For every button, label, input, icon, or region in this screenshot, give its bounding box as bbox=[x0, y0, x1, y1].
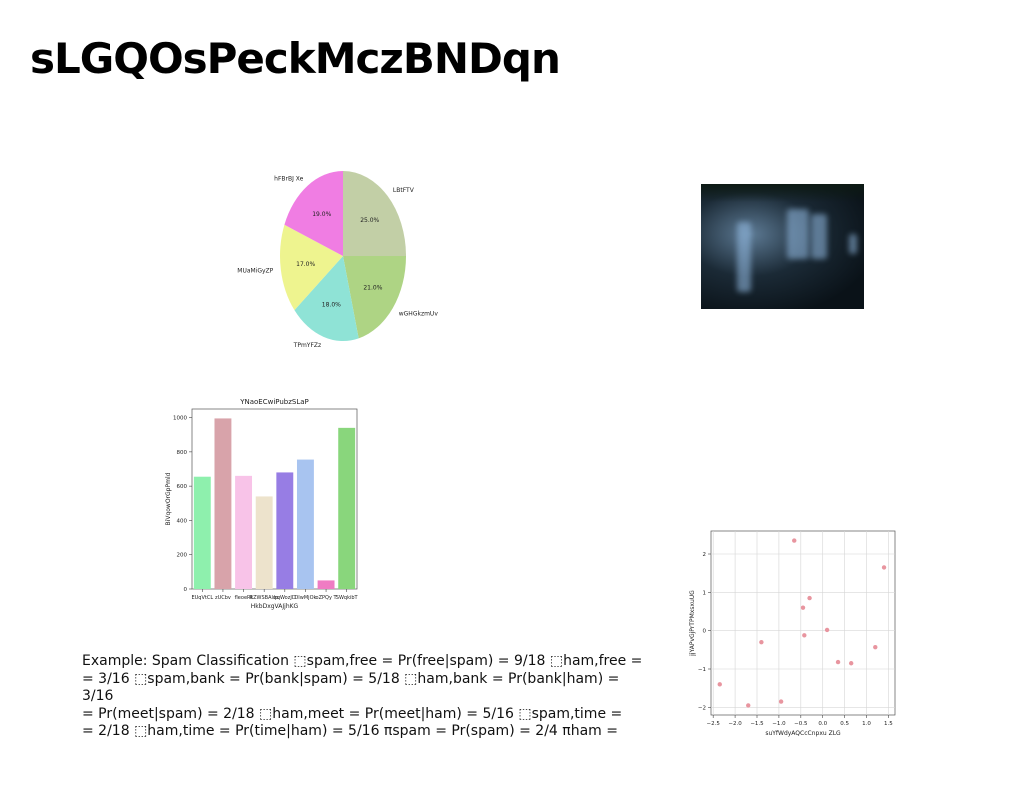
pie-slice-percent: 25.0% bbox=[360, 217, 379, 224]
pie-slice-percent: 19.0% bbox=[312, 211, 331, 218]
bar-chart-frame bbox=[191, 408, 358, 590]
scatter-point bbox=[759, 639, 764, 645]
bar-category-label: fleoeRt bbox=[235, 595, 253, 601]
pie-slice-label: hFBrBJ Xe bbox=[274, 176, 303, 183]
scatter-point bbox=[800, 605, 806, 610]
bar bbox=[193, 476, 211, 589]
bar-y-tick-label: 400 bbox=[177, 518, 188, 524]
scatter-point bbox=[717, 682, 722, 687]
scatter-point bbox=[835, 659, 841, 665]
scatter-x-tick-label: −2.5 bbox=[707, 721, 721, 727]
pie-chart: 25.0% LBtFTV 21.0% wGHGkzmUv 18.0% TPmYFZz 17.… bbox=[237, 171, 439, 349]
scatter-x-tick-label: −1.0 bbox=[772, 721, 786, 727]
pie-slice bbox=[343, 171, 406, 256]
bar-category-label: DIwMjOk bbox=[294, 595, 316, 601]
photo-image bbox=[701, 184, 864, 309]
bar bbox=[255, 496, 273, 589]
bar bbox=[235, 475, 253, 589]
slide-title: sLGQOsPeckMczBNDqn bbox=[30, 34, 561, 83]
bar-category-label: kqWozJD bbox=[274, 595, 296, 601]
pie-slice-label: MUaMiGyZP bbox=[237, 268, 273, 275]
pie-slice-label: LBtFTV bbox=[393, 187, 415, 194]
scatter-point bbox=[807, 595, 812, 601]
scatter-x-tick-label: 0.0 bbox=[818, 721, 827, 727]
bar-category-label: RZWSBAlqs bbox=[250, 595, 279, 601]
pie-slice-percent: 17.0% bbox=[296, 261, 315, 268]
bar-y-tick-label: 800 bbox=[177, 450, 188, 456]
scatter-point bbox=[802, 633, 807, 638]
bar-chart: YNaoECwiPubzSLaP 0 200 400 600 800 1000 EUqVtCL… bbox=[165, 398, 359, 610]
bar-category-label: SWqkibT bbox=[336, 595, 359, 601]
pie-slice-percent: 18.0% bbox=[322, 302, 341, 309]
pie-slice-percent: 21.0% bbox=[363, 284, 382, 291]
bar-y-axis-label: BiVqowOrGpPmld bbox=[165, 472, 172, 525]
bar bbox=[338, 427, 356, 589]
bar-category-label: zUCbv bbox=[215, 595, 231, 601]
bar bbox=[276, 472, 294, 589]
scatter-y-tick-label: 1 bbox=[703, 590, 707, 596]
scatter-point bbox=[792, 538, 797, 543]
bar bbox=[317, 580, 335, 589]
bar bbox=[296, 459, 314, 589]
scatter-point bbox=[848, 661, 854, 666]
scatter-point bbox=[746, 703, 751, 708]
scatter-frame bbox=[710, 530, 896, 716]
scatter-y-tick-label: −2 bbox=[698, 705, 706, 711]
scatter-x-axis-label: suYfWdyAQCcCnpxu ZLG bbox=[765, 730, 841, 737]
scatter-point bbox=[873, 644, 878, 650]
bar-y-tick-label: 200 bbox=[177, 553, 188, 559]
bar-y-tick-label: 600 bbox=[177, 484, 188, 490]
pie-slice bbox=[294, 256, 359, 341]
scatter-point bbox=[824, 627, 830, 633]
scatter-y-tick-label: 0 bbox=[703, 629, 707, 635]
scatter-x-tick-label: 1.0 bbox=[862, 721, 871, 727]
pie-slice bbox=[280, 224, 343, 311]
body-text: Example: Spam Classification ⬚spam,free … bbox=[82, 653, 643, 739]
scatter-x-tick-label: −2.0 bbox=[728, 721, 742, 727]
pie-slice bbox=[343, 256, 406, 339]
pie-slice bbox=[284, 171, 343, 256]
scatter-point bbox=[778, 699, 784, 704]
scatter-x-tick-label: −1.5 bbox=[750, 721, 764, 727]
bar-chart-title: YNaoECwiPubzSLaP bbox=[239, 398, 309, 406]
bar-category-label: EUqVtCL bbox=[191, 595, 213, 601]
bar-y-tick-label: 0 bbox=[184, 587, 188, 593]
scatter-y-tick-label: 2 bbox=[703, 552, 707, 558]
scatter-chart: −2.5 −2.0 −1.5 −1.0 −0.5 0.0 0.5 1.0 1.5 −2 −1 0 1 2 s… bbox=[689, 530, 896, 737]
pie-slice-label: TPmYFZz bbox=[293, 342, 322, 349]
bar-x-axis-label: HkbDxgVAJjhKG bbox=[251, 603, 299, 610]
scatter-x-tick-label: −0.5 bbox=[794, 721, 808, 727]
bar-y-tick-label: 1000 bbox=[173, 416, 187, 422]
scatter-point bbox=[881, 565, 887, 570]
scatter-y-tick-label: −1 bbox=[698, 667, 706, 673]
pie-slice-label: wGHGkzmUv bbox=[399, 310, 439, 317]
scatter-x-tick-label: 1.5 bbox=[884, 721, 893, 727]
bar bbox=[214, 418, 232, 589]
bar-category-label: oZPQy T bbox=[316, 595, 338, 601]
scatter-x-tick-label: 0.5 bbox=[840, 721, 849, 727]
scatter-y-axis-label: jjYAPvGjPrTPMxsxuUG bbox=[689, 590, 696, 657]
